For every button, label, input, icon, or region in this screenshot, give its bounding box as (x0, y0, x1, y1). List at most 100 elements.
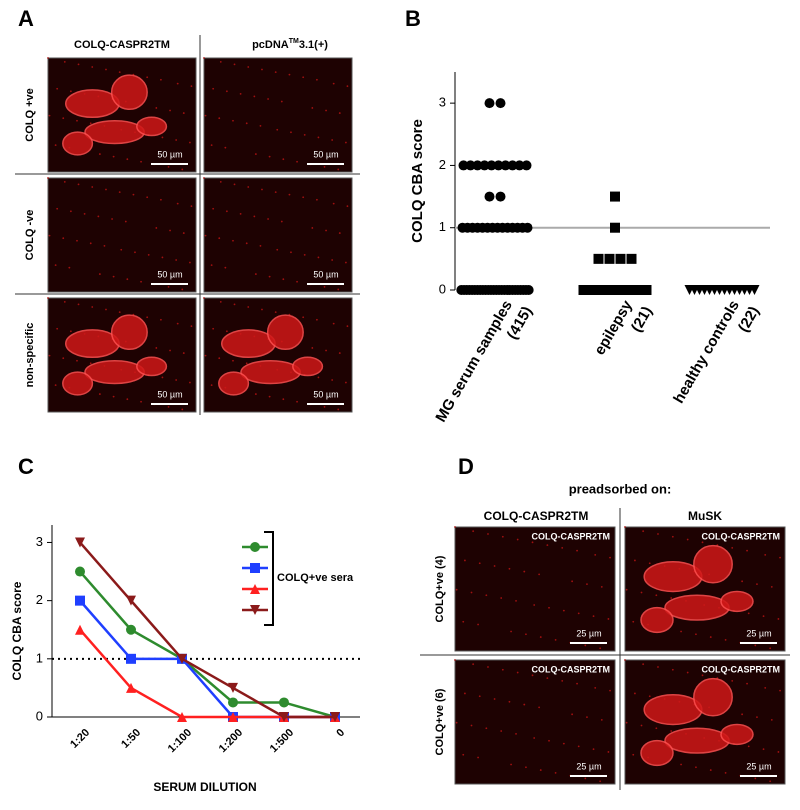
y-tick-label: 2 (439, 157, 446, 172)
speckle (105, 308, 107, 311)
speckle (655, 727, 658, 730)
row-label: COLQ+ve (4) (434, 555, 446, 622)
speckle (63, 60, 66, 63)
speckle (210, 264, 213, 267)
speckle (259, 124, 262, 127)
speckle (571, 580, 574, 583)
speckle (126, 278, 129, 281)
speckle (276, 128, 279, 131)
speckle (98, 273, 101, 275)
speckle (54, 264, 57, 267)
speckle (777, 618, 780, 620)
speckle (531, 674, 534, 677)
speckle (454, 526, 456, 528)
scale-label: 50 µm (157, 149, 182, 159)
speckle (746, 549, 748, 552)
marker (604, 253, 615, 264)
speckle (77, 303, 80, 306)
speckle (331, 139, 334, 141)
speckle (640, 591, 643, 594)
marker (615, 253, 626, 264)
speckle (686, 671, 689, 674)
speckle (508, 567, 511, 570)
speckle (655, 594, 658, 597)
x-tick-label: 1:200 (217, 727, 245, 755)
speckle (204, 234, 207, 237)
speckle (747, 745, 750, 748)
speckle (487, 533, 489, 535)
speckle (63, 180, 66, 183)
speckle (140, 400, 142, 403)
speckle (140, 280, 142, 283)
speckle (523, 570, 526, 573)
speckle (268, 275, 271, 278)
speckle (282, 278, 285, 281)
scale-label: 50 µm (313, 389, 338, 399)
speckle (777, 751, 780, 753)
legend-label: COLQ+ve sera (277, 572, 354, 584)
speckle (280, 220, 283, 223)
speckle (577, 745, 580, 748)
speckle (642, 530, 645, 533)
speckle (709, 636, 712, 638)
speckle (224, 266, 227, 269)
speckle (212, 87, 215, 90)
y-axis-label: COLQ CBA score (10, 581, 24, 680)
speckle (161, 136, 164, 139)
speckle (268, 155, 271, 158)
cell (110, 314, 148, 351)
speckle (54, 384, 57, 387)
speckle (323, 285, 326, 288)
speckle (146, 76, 149, 79)
speckle (245, 242, 248, 245)
speckle (500, 597, 503, 599)
speckle (89, 242, 92, 245)
speckle (709, 769, 712, 771)
marker (634, 285, 645, 295)
speckle (112, 275, 115, 278)
speckle (346, 85, 349, 88)
speckle (561, 679, 564, 682)
marker (610, 191, 620, 202)
speckle (54, 144, 57, 147)
speckle (190, 205, 193, 208)
micrograph (454, 526, 616, 652)
speckle (695, 633, 697, 636)
speckle (769, 780, 772, 783)
speckle (261, 68, 263, 71)
speckle (533, 604, 536, 606)
speckle (562, 742, 565, 745)
speckle (670, 730, 673, 732)
speckle (701, 541, 704, 544)
speckle (56, 87, 59, 90)
speckle (225, 210, 228, 213)
speckle (296, 280, 298, 283)
speckle (316, 198, 318, 201)
speckle (770, 719, 773, 721)
speckle (747, 612, 750, 615)
speckle (190, 85, 193, 88)
speckle (233, 183, 236, 186)
speckle (254, 153, 257, 155)
speckle (225, 330, 228, 333)
speckle (181, 408, 184, 411)
marker (250, 605, 260, 615)
speckle (754, 777, 757, 780)
speckle (48, 234, 51, 237)
speckle (76, 119, 78, 122)
speckle (140, 160, 142, 163)
speckle (218, 357, 221, 360)
cell (218, 371, 250, 396)
speckle (98, 393, 101, 395)
speckle (632, 753, 635, 756)
speckle (472, 530, 475, 533)
speckle (232, 239, 234, 242)
speckle (571, 713, 574, 716)
speckle (344, 261, 347, 264)
speckle (538, 706, 541, 709)
speckle (132, 193, 135, 196)
speckle (91, 306, 94, 308)
speckle (657, 666, 659, 668)
speckle (77, 183, 80, 186)
x-tick-label: 1:20 (68, 727, 92, 751)
